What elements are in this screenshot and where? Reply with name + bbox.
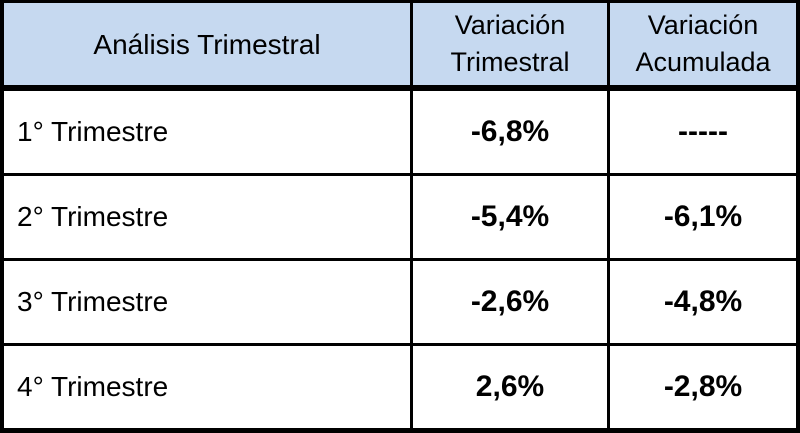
quarterly-variation-value: -2,6% [410,261,607,343]
header-cell-variacion-acumulada: Variación Acumulada [607,3,796,85]
quarterly-variation-value: -5,4% [410,176,607,258]
table-header-row: Análisis Trimestral Variación Trimestral… [4,3,796,91]
row-label: 3° Trimestre [17,286,169,317]
header-variacion-acumulada-line1: Variación [647,10,759,40]
quarterly-variation-value: 2,6% [410,346,607,428]
table-title: Análisis Trimestral [93,28,321,60]
table-row-q1: 1° Trimestre -6,8% ----- [4,91,796,173]
quarterly-variation-value: -6,8% [410,91,607,173]
row-label: 1° Trimestre [17,116,169,147]
header-variacion-acumulada-line2: Acumulada [635,47,771,77]
header-variacion-trimestral-line2: Trimestral [450,47,570,77]
accumulated-variation-value: -6,1% [607,176,796,258]
header-cell-analisis-trimestral: Análisis Trimestral [4,3,410,85]
row-label: 2° Trimestre [17,201,169,232]
header-variacion-trimestral-line1: Variación [454,10,566,40]
accumulated-variation-value: ----- [607,91,796,173]
accumulated-variation-value: -4,8% [607,261,796,343]
table-row-q3: 3° Trimestre -2,6% -4,8% [4,258,796,343]
table-row-q2: 2° Trimestre -5,4% -6,1% [4,173,796,258]
row-label: 4° Trimestre [17,371,169,402]
table-row-q4: 4° Trimestre 2,6% -2,8% [4,343,796,428]
header-cell-variacion-trimestral: Variación Trimestral [410,3,607,85]
accumulated-variation-value: -2,8% [607,346,796,428]
